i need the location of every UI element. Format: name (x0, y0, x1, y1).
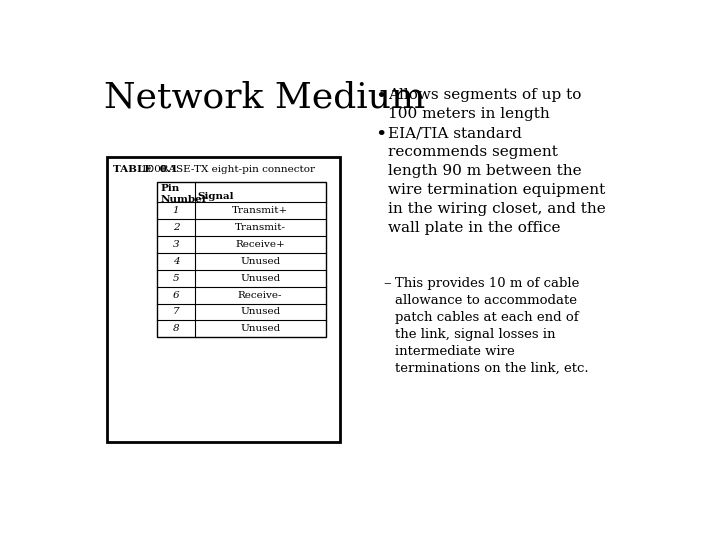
Text: Signal: Signal (198, 192, 234, 201)
Text: Unused: Unused (240, 325, 280, 333)
Text: 3: 3 (173, 240, 179, 249)
Text: This provides 10 m of cable
allowance to accommodate
patch cables at each end of: This provides 10 m of cable allowance to… (395, 276, 588, 375)
Text: •: • (375, 126, 387, 144)
Text: Transmit-: Transmit- (235, 223, 286, 232)
Text: 8: 8 (173, 325, 179, 333)
Text: EIA/TIA standard
recommends segment
length 90 m between the
wire termination equ: EIA/TIA standard recommends segment leng… (387, 126, 606, 235)
Text: Unused: Unused (240, 256, 280, 266)
Text: •: • (375, 88, 387, 106)
Text: Network Medium: Network Medium (104, 80, 426, 114)
Text: Pin
Number: Pin Number (161, 184, 208, 204)
Text: TABLE  0.1: TABLE 0.1 (113, 165, 178, 174)
Text: 1: 1 (173, 206, 179, 215)
Text: 100BASE-TX eight-pin connector: 100BASE-TX eight-pin connector (141, 165, 315, 174)
Text: 7: 7 (173, 307, 179, 316)
Text: 5: 5 (173, 274, 179, 282)
Text: 2: 2 (173, 223, 179, 232)
Text: 4: 4 (173, 256, 179, 266)
Text: –: – (383, 276, 390, 291)
Text: Allows segments of up to
100 meters in length: Allows segments of up to 100 meters in l… (387, 88, 581, 121)
Bar (107, 157, 340, 442)
Text: 6: 6 (173, 291, 179, 300)
Bar (158, 182, 325, 338)
Text: Transmit+: Transmit+ (232, 206, 288, 215)
Text: Receive+: Receive+ (235, 240, 285, 249)
Text: Unused: Unused (240, 274, 280, 282)
Text: Unused: Unused (240, 307, 280, 316)
Text: Receive-: Receive- (238, 291, 282, 300)
